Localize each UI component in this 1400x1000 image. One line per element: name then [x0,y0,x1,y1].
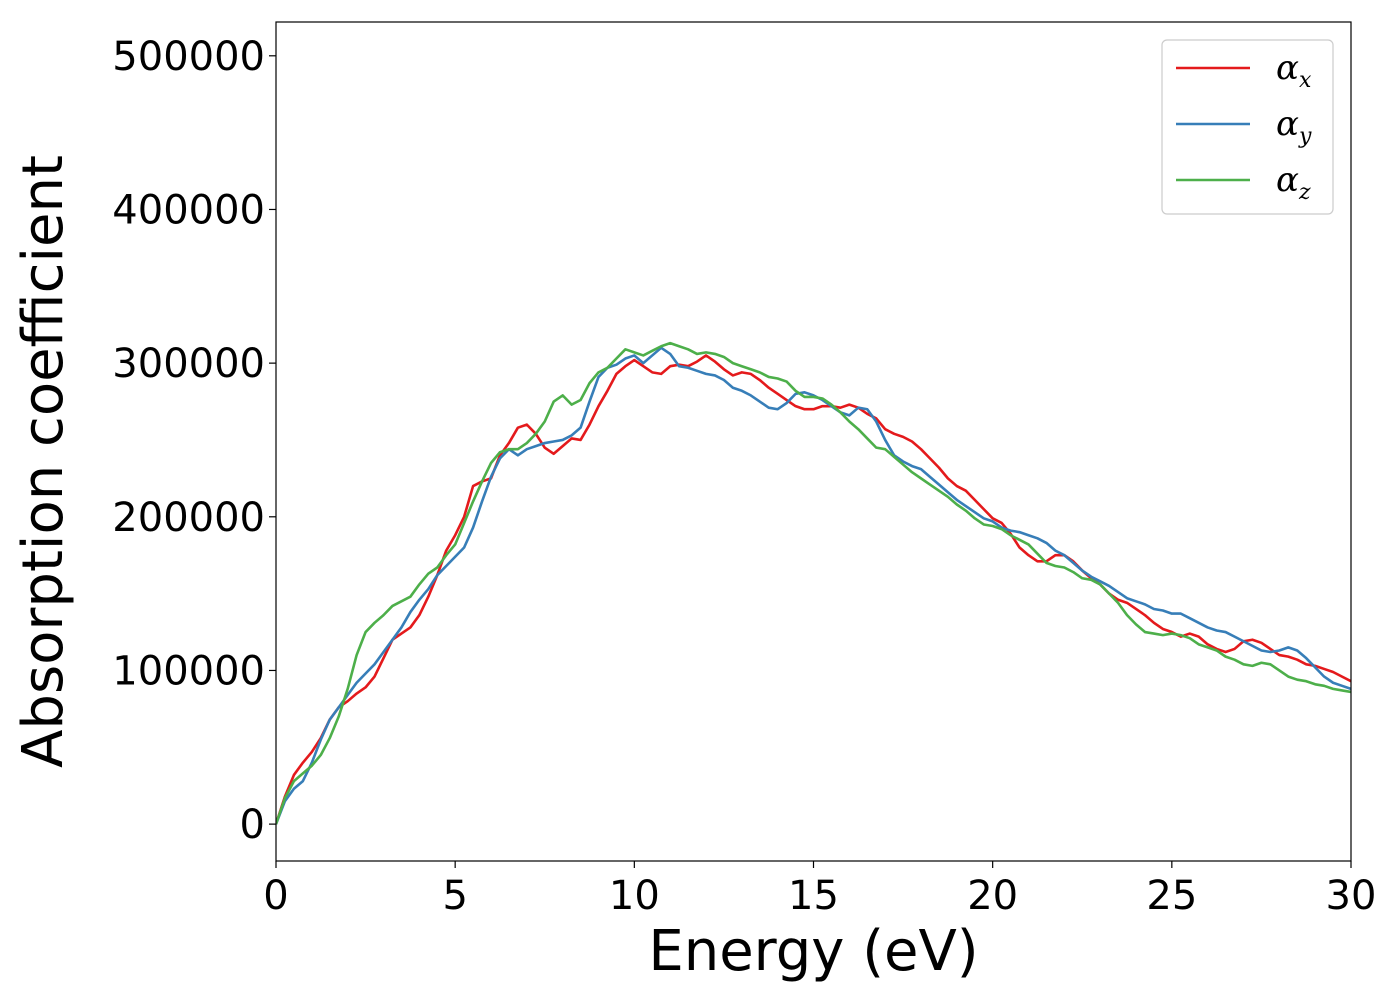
y-axis-ticks: 0 100000 200000 300000 400000 500000 [112,34,276,848]
series-layer [276,341,1351,825]
x-axis-label: Energy (eV) [648,919,978,984]
legend-label-x: αx [1276,48,1312,93]
y-tick-label: 0 [240,802,265,848]
y-tick-label: 100000 [112,648,265,694]
legend-label-y: αy [1276,104,1312,149]
series-line-y [276,346,1351,825]
y-tick-label: 200000 [112,495,265,541]
y-axis-label: Absorption coefficient [11,155,76,768]
legend-label-z: αz [1276,160,1311,205]
x-tick-label: 25 [1146,873,1197,919]
x-tick-label: 0 [263,873,288,919]
y-tick-label: 500000 [112,34,265,80]
legend: αx αy αz [1161,39,1334,215]
series-line-x [276,354,1351,825]
x-tick-label: 15 [788,873,839,919]
series-line-z [276,341,1351,825]
legend-box [1161,39,1334,215]
x-tick-label: 30 [1326,873,1377,919]
x-tick-label: 5 [442,873,467,919]
y-tick-label: 400000 [112,187,265,233]
x-tick-label: 10 [609,873,660,919]
x-tick-label: 20 [967,873,1018,919]
x-axis-ticks: 0 5 10 15 20 25 30 [263,861,1376,919]
y-tick-label: 300000 [112,341,265,387]
